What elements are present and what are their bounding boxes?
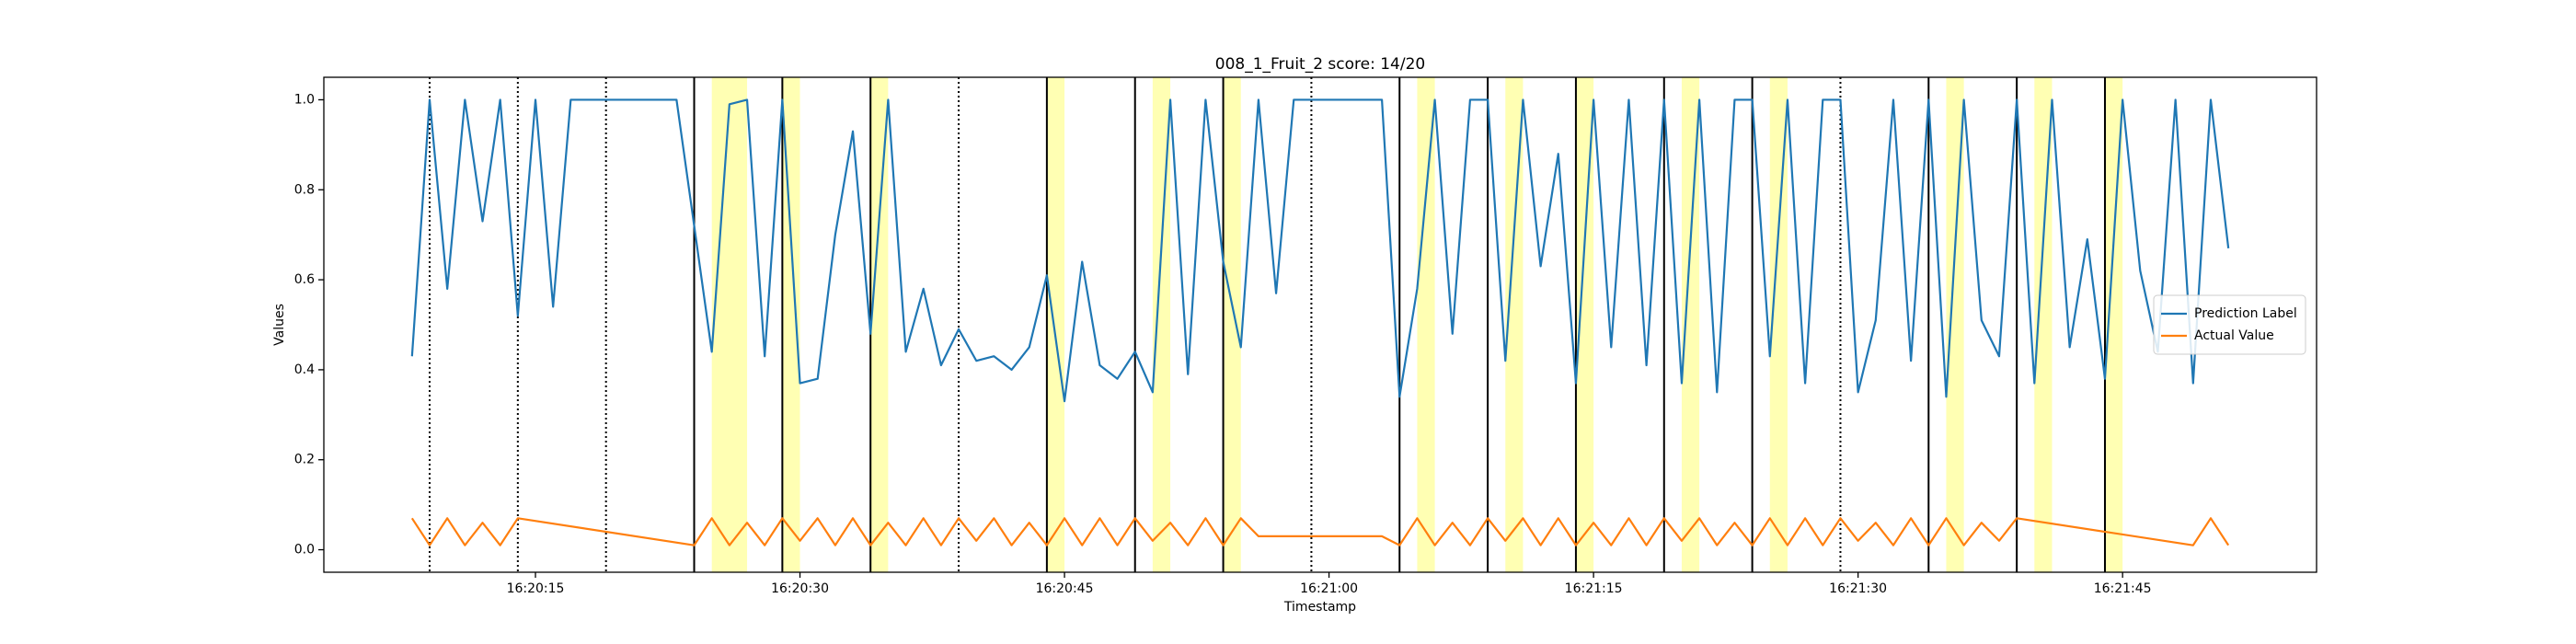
series-line (410, 517, 2230, 546)
x-tick-label: 16:21:15 (1565, 581, 1623, 596)
y-axis-label: Values (272, 304, 287, 346)
highlight-span (1946, 77, 1964, 572)
x-tick-label: 16:20:45 (1036, 581, 1094, 596)
highlight-span (870, 77, 889, 572)
y-tick-label: 0.8 (294, 182, 315, 197)
highlight-span (1575, 77, 1594, 572)
highlight-span (2034, 77, 2053, 572)
y-tick-label: 0.0 (294, 543, 315, 558)
highlight-span (1505, 77, 1524, 572)
x-tick-label: 16:21:30 (1829, 581, 1887, 596)
legend-box (2153, 294, 2306, 355)
x-tick-label: 16:20:15 (507, 581, 565, 596)
chart-title: 008_1_Fruit_2 score: 14/20 (1215, 55, 1425, 74)
legend-label: Prediction Label (2194, 306, 2297, 321)
y-tick-label: 0.6 (294, 272, 315, 287)
highlight-span (782, 77, 800, 572)
highlight-span (1046, 77, 1065, 572)
highlight-span (2104, 77, 2123, 572)
legend-label: Actual Value (2194, 328, 2274, 343)
highlight-span (1769, 77, 1788, 572)
x-tick-label: 16:21:45 (2094, 581, 2152, 596)
highlight-span (1681, 77, 1700, 572)
y-tick-label: 0.4 (294, 362, 315, 377)
x-tick-label: 16:20:30 (771, 581, 829, 596)
highlight-span (1152, 77, 1171, 572)
x-tick-label: 16:21:00 (1300, 581, 1358, 596)
highlight-span (711, 77, 748, 572)
x-axis-label: Timestamp (1283, 600, 1356, 615)
y-tick-label: 1.0 (294, 92, 315, 107)
plot-frame (323, 76, 2317, 573)
highlight-span (1223, 77, 1241, 572)
y-tick-label: 0.2 (294, 453, 315, 467)
series-line (410, 98, 2230, 403)
highlight-span (1417, 77, 1435, 572)
highlights (711, 77, 2123, 572)
